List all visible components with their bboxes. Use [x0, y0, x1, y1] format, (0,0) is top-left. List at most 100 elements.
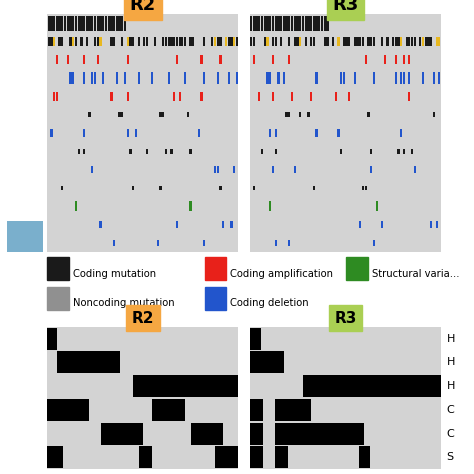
Bar — [170, 149, 173, 154]
Bar — [288, 16, 291, 31]
Bar — [299, 37, 301, 46]
Bar — [269, 73, 271, 84]
Bar — [50, 16, 53, 31]
Bar — [438, 37, 440, 46]
Bar — [269, 16, 271, 31]
Bar — [394, 37, 397, 46]
Bar — [296, 37, 299, 46]
Bar — [269, 201, 271, 211]
Bar — [343, 37, 345, 46]
Bar — [53, 37, 55, 46]
Bar — [403, 55, 405, 64]
Bar — [414, 166, 416, 173]
Text: C: C — [447, 428, 454, 438]
Bar — [143, 37, 146, 46]
Bar — [419, 37, 421, 46]
Bar — [346, 37, 348, 46]
Bar — [266, 37, 269, 46]
Bar — [277, 16, 280, 31]
Bar — [283, 73, 285, 84]
Bar — [313, 16, 315, 31]
Bar — [305, 16, 307, 31]
Bar — [299, 37, 301, 46]
Bar — [430, 221, 432, 228]
Bar — [327, 37, 328, 46]
Bar — [359, 447, 370, 468]
Bar — [381, 37, 383, 46]
Bar — [400, 37, 402, 46]
Bar — [80, 16, 82, 31]
Bar — [137, 37, 140, 46]
Bar — [294, 37, 296, 46]
Bar — [176, 221, 178, 228]
Bar — [157, 240, 159, 246]
Bar — [302, 16, 304, 31]
Bar — [127, 129, 129, 137]
Bar — [375, 201, 378, 211]
Bar — [274, 240, 277, 246]
Bar — [47, 16, 50, 31]
Bar — [56, 92, 58, 100]
Bar — [187, 112, 189, 118]
Bar — [159, 112, 162, 118]
Bar — [127, 92, 129, 100]
Bar — [78, 16, 80, 31]
Bar — [108, 16, 110, 31]
Text: H: H — [447, 381, 455, 391]
Bar — [422, 37, 424, 46]
Bar — [403, 73, 405, 84]
Bar — [258, 92, 260, 100]
Bar — [228, 37, 230, 46]
Bar — [83, 16, 85, 31]
Bar — [250, 423, 263, 445]
Bar — [190, 37, 191, 46]
Bar — [400, 37, 402, 46]
Bar — [127, 55, 129, 64]
Bar — [340, 73, 342, 84]
Bar — [250, 16, 252, 31]
Bar — [250, 399, 263, 421]
Bar — [176, 55, 178, 64]
Bar — [255, 16, 258, 31]
Bar — [217, 73, 219, 84]
Bar — [381, 221, 383, 228]
Text: Coding deletion: Coding deletion — [230, 298, 309, 308]
Bar — [198, 129, 200, 137]
Bar — [61, 186, 64, 190]
Bar — [274, 129, 277, 137]
Bar — [56, 16, 58, 31]
Bar — [75, 201, 77, 211]
Bar — [83, 129, 85, 137]
Bar — [408, 55, 410, 64]
Bar — [264, 16, 266, 31]
Bar — [78, 149, 80, 154]
Bar — [110, 37, 112, 46]
Bar — [250, 351, 284, 373]
Bar — [316, 73, 318, 84]
Bar — [53, 37, 55, 46]
Bar — [253, 186, 255, 190]
Bar — [67, 16, 69, 31]
Bar — [154, 37, 156, 46]
Bar — [214, 37, 216, 46]
Bar — [56, 55, 58, 64]
Bar — [184, 73, 186, 84]
Bar — [370, 37, 372, 46]
Bar — [57, 351, 120, 373]
Bar — [102, 16, 104, 31]
Bar — [310, 16, 312, 31]
Bar — [318, 16, 320, 31]
Bar — [365, 55, 367, 64]
Text: C: C — [447, 405, 454, 415]
Bar — [233, 37, 235, 46]
Bar — [159, 186, 162, 190]
Bar — [307, 16, 310, 31]
Bar — [179, 37, 181, 46]
Bar — [135, 129, 137, 137]
Bar — [184, 37, 186, 46]
Bar — [102, 73, 104, 84]
Bar — [47, 447, 63, 468]
Bar — [225, 37, 227, 46]
Bar — [47, 287, 69, 310]
Bar — [201, 55, 202, 64]
